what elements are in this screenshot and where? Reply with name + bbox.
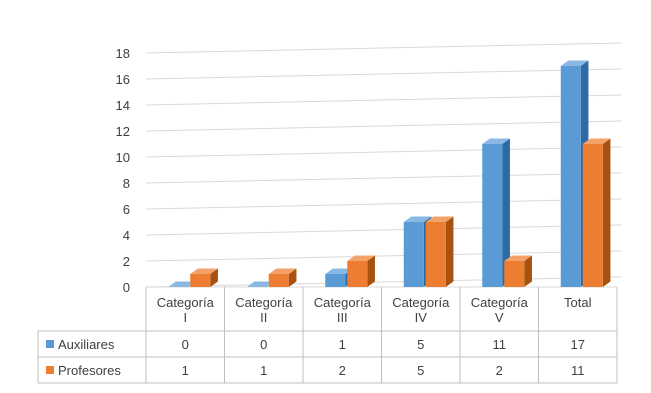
x-category-label: Total — [564, 295, 592, 310]
y-tick-label: 0 — [123, 280, 130, 295]
bar-profesores-5 — [582, 138, 611, 287]
table-cell: 11 — [493, 337, 507, 352]
table-cell: 1 — [339, 337, 346, 352]
legend-key-profesores — [46, 366, 54, 374]
y-tick-label: 2 — [123, 254, 130, 269]
gridline — [145, 120, 622, 132]
bar-profesores-0 — [190, 268, 218, 287]
table-cell: 1 — [182, 363, 189, 378]
table-cell: 5 — [417, 363, 424, 378]
bar-profesores-4 — [504, 255, 532, 287]
gridline — [145, 172, 622, 184]
y-tick-label: 14 — [116, 98, 130, 113]
y-tick-label: 6 — [123, 202, 130, 217]
legend-label-auxiliares: Auxiliares — [58, 337, 115, 352]
bar-auxiliares-0 — [168, 281, 196, 287]
x-category-label: Categoría II — [235, 295, 293, 325]
bar-profesores-1 — [268, 268, 297, 287]
y-tick-label: 4 — [123, 228, 130, 243]
gridline — [145, 224, 622, 236]
table-cell: 2 — [339, 363, 346, 378]
y-tick-label: 10 — [116, 150, 130, 165]
table-cell: 2 — [496, 363, 503, 378]
table-cell: 0 — [260, 337, 267, 352]
table-cell: 11 — [571, 363, 585, 378]
table-cell: 0 — [182, 337, 189, 352]
bar-auxiliares-4 — [482, 138, 510, 287]
y-tick-label: 12 — [116, 124, 130, 139]
bars — [168, 60, 611, 287]
y-tick-label: 18 — [116, 46, 130, 61]
y-tick-label: 16 — [116, 72, 130, 87]
bar-auxiliares-1 — [246, 281, 275, 287]
legend-label-profesores: Profesores — [58, 363, 121, 378]
table-cell: 17 — [571, 337, 585, 352]
table-cell: 1 — [260, 363, 267, 378]
gridline — [145, 68, 622, 80]
bar-profesores-3 — [425, 216, 454, 287]
gridline — [145, 42, 622, 54]
table-cell: 5 — [417, 337, 424, 352]
x-category-label: Categoría I — [157, 295, 215, 325]
x-category-label: Categoría V — [471, 295, 529, 325]
gridline — [145, 276, 622, 288]
data-table: Categoría I Categoría II Categoría III Categor… — [37, 287, 618, 384]
gridline — [145, 94, 622, 106]
y-tick-label: 8 — [123, 176, 130, 191]
bar-profesores-2 — [347, 255, 375, 287]
x-category-label: Categoría III — [314, 295, 372, 325]
gridline — [145, 198, 622, 210]
gridline — [145, 146, 622, 158]
legend-key-auxiliares — [46, 340, 54, 348]
gridlines — [145, 42, 622, 288]
gridline — [145, 250, 622, 262]
y-axis-ticks: 0 2 4 6 8 10 12 14 16 18 — [116, 46, 130, 295]
x-category-label: Categoría IV — [392, 295, 450, 325]
